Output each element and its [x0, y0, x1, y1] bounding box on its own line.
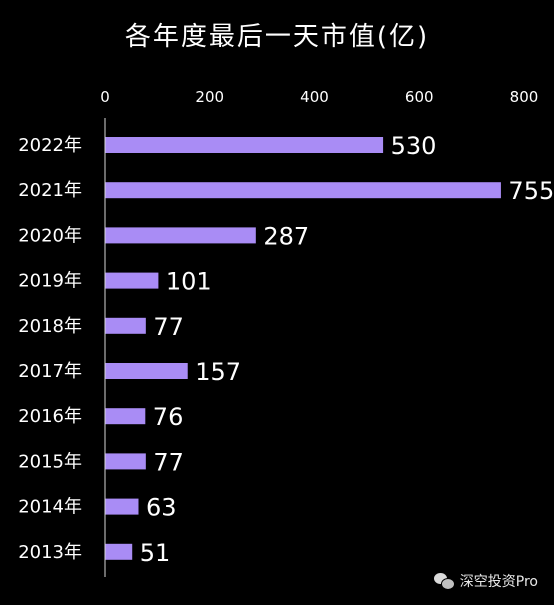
x-tick-label: 0 [100, 88, 110, 106]
category-label: 2016年 [18, 406, 82, 427]
x-tick-label: 800 [510, 88, 539, 106]
category-label: 2015年 [18, 451, 82, 472]
category-label: 2020年 [18, 225, 82, 246]
bar [105, 543, 133, 560]
bar [105, 498, 139, 515]
data-label: 77 [153, 448, 184, 476]
wechat-icon [433, 573, 455, 590]
bar [105, 137, 384, 153]
category-label: 2014年 [18, 497, 82, 518]
bar [105, 363, 188, 379]
bar [105, 317, 146, 334]
category-label: 2017年 [18, 361, 82, 382]
category-label: 2021年 [18, 180, 82, 201]
bar [105, 453, 146, 470]
data-label: 287 [263, 222, 309, 250]
x-tick-label: 200 [195, 88, 224, 106]
data-label: 530 [391, 132, 437, 160]
data-label: 755 [508, 177, 554, 205]
chart-title: 各年度最后一天市值(亿) [124, 22, 430, 52]
category-label: 2019年 [18, 271, 82, 292]
bar [105, 408, 146, 425]
data-label: 51 [140, 539, 171, 567]
data-label: 76 [153, 403, 184, 431]
bar [105, 272, 159, 289]
category-label: 2022年 [18, 135, 82, 156]
data-label: 77 [153, 313, 184, 341]
x-tick-label: 400 [300, 88, 329, 106]
bar [105, 182, 501, 199]
data-label: 101 [166, 268, 212, 296]
watermark-text: 深空投资Pro [459, 574, 538, 590]
data-label: 63 [146, 494, 177, 522]
x-tick-label: 600 [405, 88, 434, 106]
category-label: 2013年 [18, 542, 82, 563]
data-label: 157 [195, 358, 241, 386]
bar [105, 227, 256, 244]
watermark: 深空投资Pro [433, 571, 538, 591]
category-label: 2018年 [18, 316, 82, 337]
